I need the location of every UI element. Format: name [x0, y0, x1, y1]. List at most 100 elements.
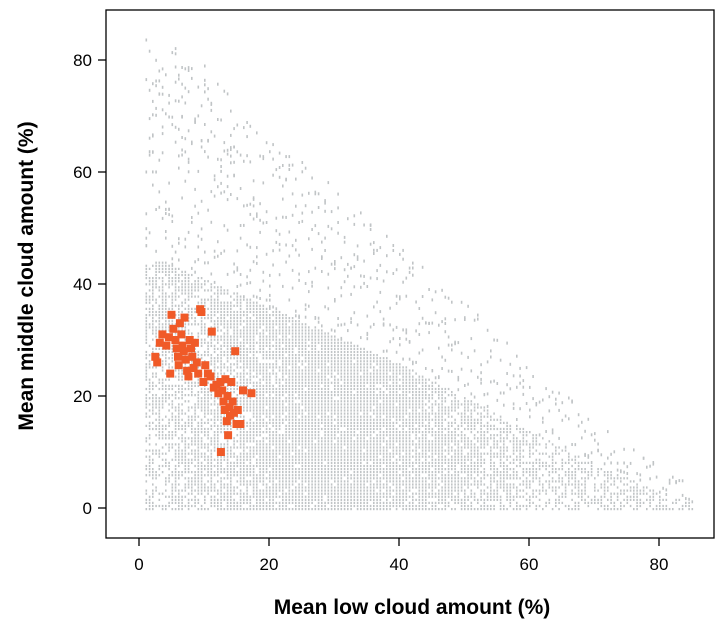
- background-point: [246, 320, 248, 323]
- background-point: [301, 409, 304, 412]
- background-point: [272, 421, 274, 424]
- background-point: [259, 471, 261, 474]
- background-point: [239, 397, 242, 400]
- background-point: [246, 360, 248, 363]
- background-point: [197, 461, 200, 464]
- background-point: [223, 224, 226, 228]
- background-point: [152, 82, 154, 86]
- background-point: [275, 501, 278, 504]
- background-point: [340, 489, 343, 492]
- background-point: [317, 192, 320, 196]
- background-point: [184, 449, 187, 452]
- background-point: [259, 412, 261, 415]
- background-point: [343, 354, 346, 357]
- background-point: [239, 187, 242, 190]
- background-point: [298, 437, 300, 440]
- background-point: [353, 464, 356, 468]
- background-point: [226, 304, 229, 307]
- background-point: [269, 344, 271, 347]
- background-point: [301, 468, 304, 471]
- background-point: [418, 424, 421, 427]
- background-point: [321, 477, 323, 480]
- background-point: [187, 437, 190, 440]
- background-point: [148, 508, 151, 511]
- background-point: [152, 310, 154, 314]
- background-point: [321, 412, 323, 415]
- background-point: [314, 464, 317, 468]
- background-point: [259, 202, 261, 206]
- background-point: [363, 477, 365, 480]
- background-point: [334, 360, 336, 363]
- background-point: [334, 335, 336, 338]
- background-point: [262, 279, 265, 283]
- background-point: [262, 155, 265, 159]
- background-point: [314, 372, 317, 375]
- background-point: [272, 477, 274, 480]
- background-point: [194, 283, 196, 286]
- background-point: [389, 480, 391, 483]
- background-point: [249, 418, 252, 421]
- background-point: [236, 480, 239, 483]
- background-point: [226, 498, 229, 501]
- background-point: [340, 480, 343, 483]
- background-point: [256, 363, 258, 366]
- background-point: [412, 375, 414, 378]
- background-point: [314, 391, 317, 394]
- background-point: [288, 347, 291, 350]
- background-point: [230, 307, 232, 310]
- background-point: [272, 471, 274, 474]
- background-point: [402, 449, 404, 452]
- background-point: [408, 340, 411, 343]
- background-point: [356, 474, 359, 477]
- background-point: [399, 501, 401, 504]
- background-point: [230, 452, 232, 455]
- background-point: [379, 495, 382, 498]
- background-point: [272, 366, 274, 369]
- background-point: [347, 440, 349, 443]
- background-point: [168, 363, 170, 366]
- background-point: [171, 301, 174, 304]
- background-point: [239, 504, 242, 508]
- background-point: [382, 471, 385, 474]
- background-point: [347, 464, 349, 468]
- background-point: [311, 403, 313, 406]
- background-point: [207, 412, 209, 415]
- background-point: [171, 347, 174, 350]
- background-point: [168, 394, 170, 397]
- background-point: [168, 480, 170, 483]
- background-point: [174, 486, 177, 489]
- background-point: [285, 357, 287, 360]
- background-point: [191, 477, 193, 480]
- background-point: [288, 495, 291, 498]
- background-point: [376, 440, 378, 443]
- background-point: [220, 486, 222, 489]
- background-point: [304, 446, 307, 449]
- background-point: [389, 369, 391, 372]
- background-point: [262, 508, 265, 511]
- background-point: [343, 322, 346, 326]
- background-point: [347, 350, 349, 354]
- background-point: [412, 415, 414, 418]
- background-point: [236, 455, 239, 458]
- background-point: [301, 347, 304, 350]
- background-point: [259, 384, 261, 387]
- background-point: [395, 378, 398, 381]
- background-point: [324, 486, 326, 489]
- background-point: [148, 424, 151, 427]
- background-point: [230, 461, 232, 464]
- background-point: [334, 260, 336, 263]
- background-point: [161, 261, 164, 264]
- background-point: [184, 363, 187, 366]
- background-point: [252, 468, 255, 471]
- background-point: [155, 443, 157, 446]
- background-point: [330, 400, 333, 403]
- background-point: [334, 363, 336, 366]
- background-point: [350, 455, 352, 458]
- background-point: [207, 307, 209, 310]
- background-point: [161, 292, 164, 295]
- background-point: [278, 320, 281, 323]
- background-point: [347, 474, 349, 477]
- background-point: [334, 504, 336, 508]
- background-point: [145, 366, 148, 369]
- background-point: [272, 461, 274, 464]
